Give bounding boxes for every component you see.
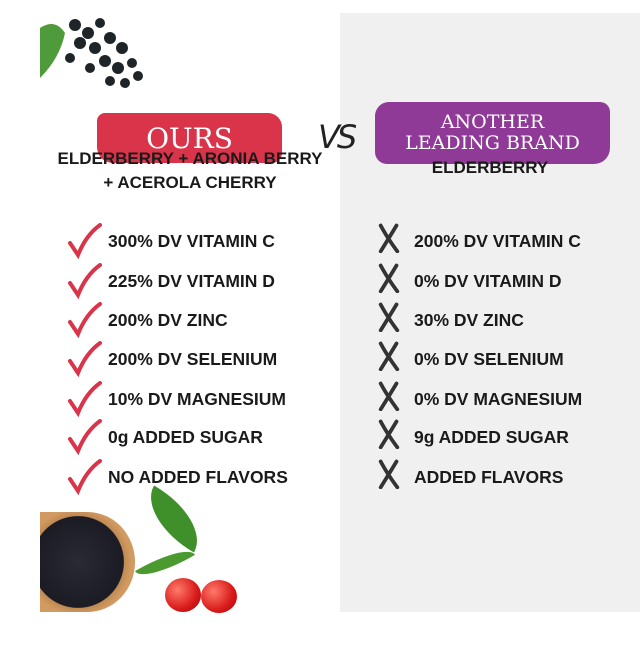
ours-badge: OURS [97,113,282,163]
cross-icon [374,419,404,455]
ours-feature-row: NO ADDED FLAVORS [66,459,288,496]
competitor-feature-row: 200% DV VITAMIN C [374,223,581,259]
feature-label: 9g ADDED SUGAR [414,426,569,447]
check-icon [66,302,102,339]
feature-label: ADDED FLAVORS [414,466,564,487]
competitor-feature-row: ADDED FLAVORS [374,459,564,495]
feature-label: 0% DV MAGNESIUM [414,388,583,409]
check-icon [66,459,102,496]
cross-icon [374,263,404,299]
cross-icon [374,302,404,338]
feature-label: 0g ADDED SUGAR [108,426,263,447]
competitor-ingredients: ELDERBERRY [431,158,549,177]
cross-icon [374,459,404,495]
ours-ingredients-line1: ELDERBERRY + ARONIA BERRY [57,149,323,168]
feature-label: 0% DV VITAMIN D [414,270,562,291]
competitor-badge: ANOTHER LEADING BRAND [375,102,610,164]
feature-label: 300% DV VITAMIN C [108,230,275,251]
competitor-badge-line2: LEADING BRAND [405,132,580,154]
feature-label: 0% DV SELENIUM [414,348,564,369]
feature-label: 200% DV SELENIUM [108,348,278,369]
competitor-badge-line1: ANOTHER [440,111,545,133]
ours-ingredients: ELDERBERRY + ARONIA BERRY + ACEROLA CHER… [40,147,340,195]
ours-feature-row: 200% DV ZINC [66,302,228,339]
cross-icon [374,223,404,259]
competitor-feature-row: 30% DV ZINC [374,302,524,338]
feature-label: 30% DV ZINC [414,309,524,330]
elderberry-cluster-image [40,18,143,88]
ours-feature-row: 10% DV MAGNESIUM [66,381,286,418]
feature-label: 225% DV VITAMIN D [108,270,275,291]
check-icon [66,223,102,260]
ours-feature-row: 300% DV VITAMIN C [66,223,275,260]
competitor-feature-row: 0% DV VITAMIN D [374,263,562,299]
check-icon [66,419,102,456]
cross-icon [374,341,404,377]
vs-label: VS [318,118,357,156]
cross-icon [374,381,404,417]
ours-badge-label: OURS [146,121,233,155]
check-icon [66,263,102,300]
ours-feature-row: 200% DV SELENIUM [66,341,278,378]
ours-feature-row: 225% DV VITAMIN D [66,263,275,300]
feature-label: 200% DV ZINC [108,309,228,330]
ours-ingredients-line2: + ACEROLA CHERRY [103,173,277,192]
feature-label: NO ADDED FLAVORS [108,466,288,487]
competitor-feature-row: 0% DV SELENIUM [374,341,564,377]
aronia-bowl-image [40,512,135,612]
ours-feature-row: 0g ADDED SUGAR [66,419,263,456]
competitor-feature-row: 0% DV MAGNESIUM [374,381,583,417]
feature-label: 10% DV MAGNESIUM [108,388,286,409]
check-icon [66,341,102,378]
competitor-feature-row: 9g ADDED SUGAR [374,419,569,455]
check-icon [66,381,102,418]
feature-label: 200% DV VITAMIN C [414,230,581,251]
